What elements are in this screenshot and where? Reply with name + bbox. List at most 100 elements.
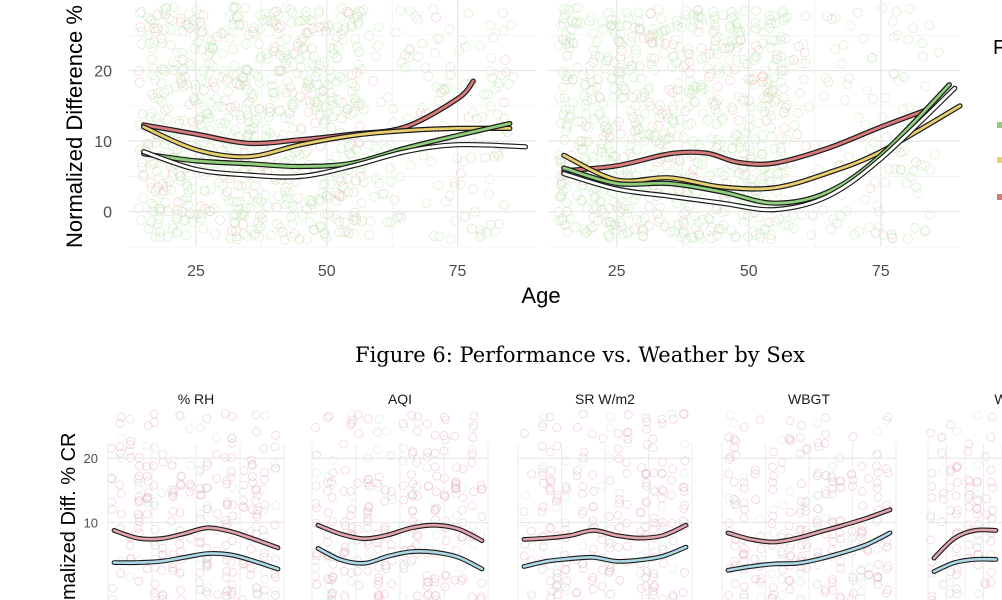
scatter-point (212, 474, 222, 483)
scatter-point (588, 46, 599, 56)
scatter-point (731, 501, 741, 510)
scatter-point (221, 479, 231, 489)
scatter-point (726, 36, 737, 46)
scatter-point (316, 86, 327, 96)
scatter-point (234, 204, 245, 215)
scatter-point (319, 21, 330, 32)
scatter-point (500, 55, 511, 66)
scatter-point (353, 138, 364, 149)
series-line-yellow (562, 104, 962, 191)
scatter-point (730, 499, 740, 509)
scatter-point (340, 547, 350, 557)
scatter-point (730, 129, 741, 140)
scatter-point (167, 490, 177, 500)
series-line-red (112, 526, 280, 550)
scatter-point (719, 170, 730, 181)
scatter-point (937, 517, 946, 527)
scatter-point (327, 99, 338, 110)
scatter-point (746, 174, 756, 185)
scatter-point (363, 506, 373, 516)
scatter-point (341, 226, 352, 237)
scatter-point (738, 134, 749, 145)
bottom-y-axis-title: malized Diff. % CR (58, 433, 80, 600)
scatter-point (171, 47, 182, 58)
scatter-point (167, 460, 177, 470)
scatter-point (732, 42, 743, 52)
scatter-point (381, 426, 391, 436)
scatter-point (150, 74, 161, 85)
scatter-point (688, 10, 699, 21)
scatter-point (216, 122, 227, 133)
scatter-point (156, 64, 167, 74)
scatter-point (171, 59, 182, 70)
scatter-point (802, 540, 811, 549)
scatter-point (280, 199, 291, 210)
scatter-point (605, 476, 615, 486)
scatter-point (775, 143, 786, 154)
scatter-point (775, 146, 786, 157)
scatter-point (667, 409, 676, 419)
scatter-point (172, 209, 183, 220)
scatter-point (230, 101, 241, 112)
scatter-point (150, 443, 160, 453)
scatter-point (301, 84, 312, 95)
scatter-point (683, 102, 694, 112)
scatter-point (628, 72, 639, 83)
scatter-point (278, 53, 289, 63)
scatter-point (698, 108, 708, 119)
scatter-point (872, 575, 882, 584)
scatter-point (299, 43, 309, 53)
scatter-point (237, 76, 248, 86)
scatter-point (347, 410, 357, 420)
scatter-point (556, 189, 567, 200)
scatter-point (475, 225, 486, 236)
scatter-point (309, 224, 320, 235)
scatter-point (450, 181, 460, 192)
scatter-point (630, 125, 640, 136)
scatter-point (552, 565, 562, 575)
scatter-point (848, 432, 858, 441)
scatter-point (873, 483, 882, 493)
scatter-point (650, 581, 659, 590)
scatter-point (695, 81, 706, 92)
scatter-point (260, 585, 270, 595)
scatter-point (457, 35, 468, 46)
scatter-point (680, 10, 691, 20)
scatter-point (667, 490, 676, 500)
scatter-point (924, 20, 935, 31)
scatter-point (642, 547, 652, 556)
scatter-point (724, 469, 734, 479)
scatter-point (609, 91, 619, 102)
scatter-point (455, 168, 466, 179)
scatter-point (681, 234, 692, 245)
scatter-point (903, 34, 914, 45)
scatter-point (640, 522, 650, 532)
scatter-point (909, 222, 920, 233)
scatter-point (964, 439, 974, 449)
scatter-point (347, 418, 357, 428)
scatter-point (779, 107, 789, 117)
scatter-point (334, 189, 345, 200)
scatter-point (155, 204, 166, 215)
scatter-point (640, 109, 650, 119)
scatter-point (386, 491, 396, 501)
scatter-point (835, 592, 845, 600)
scatter-point (807, 210, 818, 221)
scatter-point (301, 6, 312, 17)
scatter-point (347, 415, 357, 425)
scatter-point (770, 18, 781, 29)
scatter-point (911, 157, 921, 168)
scatter-point (243, 130, 253, 141)
scatter-point (557, 213, 568, 224)
scatter-point (328, 455, 338, 465)
scatter-point (852, 7, 863, 18)
scatter-point (708, 96, 718, 107)
scatter-point (222, 74, 233, 84)
scatter-point (769, 471, 778, 481)
scatter-point (228, 44, 239, 54)
scatter-point (158, 186, 169, 197)
scatter-point (353, 19, 364, 29)
scatter-point (205, 124, 216, 135)
scatter-point (184, 22, 195, 33)
